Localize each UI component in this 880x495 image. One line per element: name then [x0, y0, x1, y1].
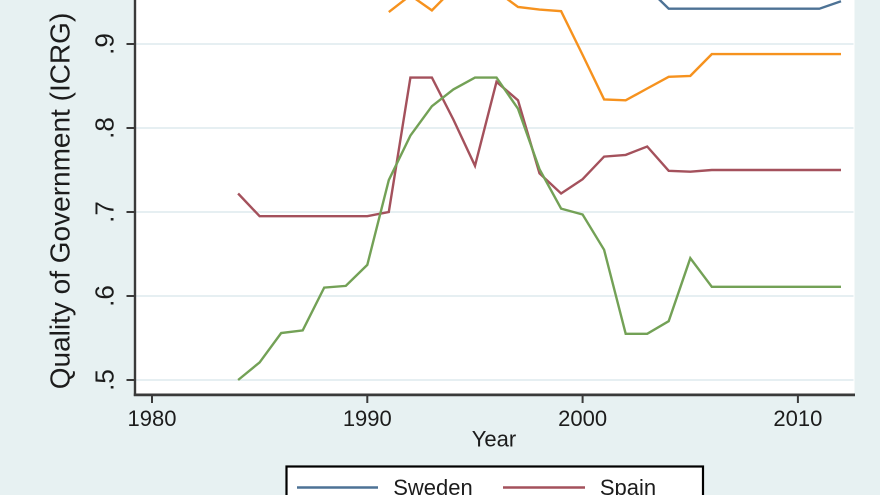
legend-label-sweden: Sweden [393, 475, 473, 495]
x-axis-ticks: 1980 1990 2000 2010 [128, 395, 822, 431]
legend: Sweden Spain [285, 465, 705, 495]
y-tick-label: .6 [90, 285, 120, 307]
x-tick-label: 1990 [343, 406, 392, 431]
legend-box [285, 465, 705, 495]
series-line-orange-unlabeled [388, 0, 841, 102]
series-line-spain [237, 76, 841, 218]
x-tick-label: 1980 [128, 406, 177, 431]
x-tick-label: 2010 [773, 406, 822, 431]
series-line-sweden [658, 0, 842, 10]
series-line-green-unlabeled [237, 76, 841, 381]
series-lines [237, 0, 842, 381]
y-tick-label: .5 [90, 369, 120, 391]
x-tick-label: 2000 [558, 406, 607, 431]
y-axis-ticks: .5 .6 .7 .8 .9 [90, 33, 135, 391]
y-tick-label: .7 [90, 201, 120, 223]
x-axis-title: Year [472, 427, 516, 452]
y-tick-label: .9 [90, 33, 120, 55]
plot-background [136, 0, 855, 394]
y-tick-label: .8 [90, 117, 120, 139]
legend-label-spain: Spain [600, 475, 656, 495]
y-axis-title: Quality of Government (ICRG) [45, 13, 76, 390]
